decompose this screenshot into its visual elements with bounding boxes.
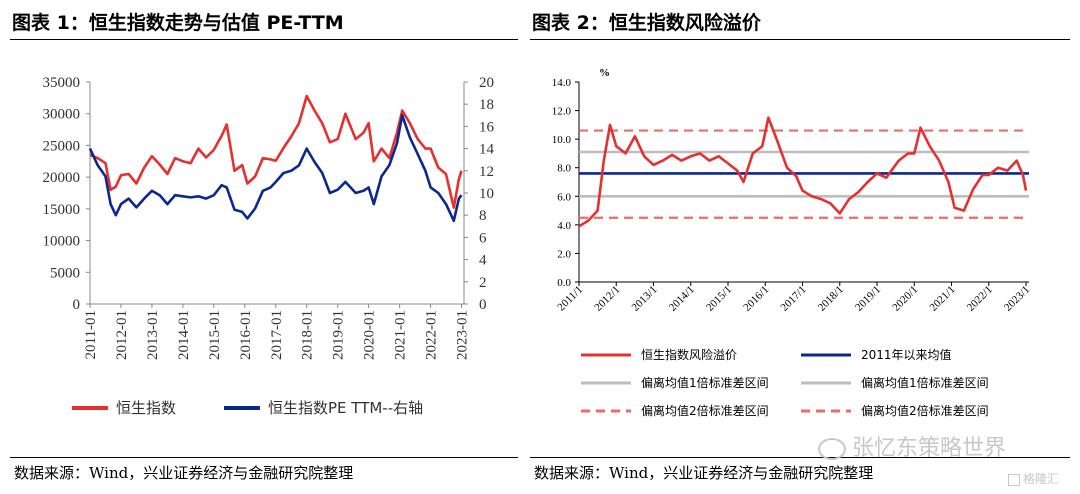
x-tick-label: 2018-01 — [300, 310, 316, 360]
legend-mean-label: 2011年以来均值 — [861, 347, 952, 362]
x-tick-label: 2017-01 — [269, 310, 285, 360]
x-tick-label: 2021-01 — [393, 310, 409, 360]
x-tick-label: 2015-01 — [207, 310, 223, 360]
left-y-tick-label: 25000 — [43, 138, 81, 154]
legend-1sd-b-label: 偏离均值1倍标准差区间 — [861, 375, 989, 390]
legend-label-pe-ttm: 恒生指数PE TTM--右轴 — [268, 399, 423, 417]
y-tick-label: 6.0 — [557, 191, 571, 203]
x-tick-label: 2013-01 — [145, 310, 161, 360]
y-tick-label: 0.0 — [557, 277, 571, 289]
x-tick-label: 2016-01 — [238, 310, 254, 360]
left-y-tick-label: 35000 — [43, 75, 81, 91]
x-tick-label: 2018/1 — [816, 284, 846, 314]
right-y-tick-label: 14 — [479, 142, 495, 158]
left-y-tick-label: 5000 — [50, 265, 80, 281]
wechat-icon — [818, 438, 846, 460]
x-tick-label: 2022-01 — [424, 310, 440, 360]
legend-2sd-b-label: 偏离均值2倍标准差区间 — [861, 403, 989, 418]
left-y-tick-label: 15000 — [43, 202, 81, 218]
x-tick-label: 2019/1 — [853, 284, 883, 314]
legend-label-hsi: 恒生指数 — [116, 399, 176, 417]
right-y-tick-label: 6 — [479, 230, 487, 246]
right-source: 数据来源：Wind，兴业证券经济与金融研究院整理 — [534, 464, 874, 482]
y-tick-label: 12.0 — [552, 106, 572, 118]
watermark-brand: 张忆东策略世界 — [818, 430, 1006, 462]
x-tick-label: 2014-01 — [176, 310, 192, 360]
left-source-rule — [10, 457, 518, 458]
right-y-tick-label: 8 — [479, 208, 487, 224]
legend-1sd-a-label: 偏离均值1倍标准差区间 — [641, 375, 769, 390]
legend-risk-premium-label: 恒生指数风险溢价 — [641, 347, 737, 362]
y-unit-label: % — [599, 67, 610, 79]
x-tick-label: 2019-01 — [331, 310, 347, 360]
x-tick-label: 2012/1 — [592, 284, 622, 314]
right-y-tick-label: 20 — [479, 75, 494, 91]
right-y-tick-label: 4 — [479, 253, 487, 269]
x-tick-label: 2011-01 — [83, 310, 99, 359]
x-tick-label: 2016/1 — [741, 284, 771, 314]
series-line-risk-premium — [578, 116, 1028, 228]
y-tick-label: 10.0 — [552, 134, 572, 146]
right-chart-title: 图表 2：恒生指数风险溢价 — [532, 12, 761, 34]
right-y-tick-label: 0 — [479, 297, 487, 313]
x-tick-label: 2017/1 — [779, 284, 809, 314]
left-y-tick-label: 30000 — [43, 107, 81, 123]
left-source: 数据来源：Wind，兴业证券经济与金融研究院整理 — [14, 464, 354, 482]
left-y-tick-label: 10000 — [43, 234, 81, 250]
right-y-tick-label: 18 — [479, 97, 494, 113]
logo-icon — [1008, 473, 1020, 486]
x-tick-label: 2012-01 — [114, 310, 130, 360]
right-y-tick-label: 12 — [479, 164, 494, 180]
x-tick-label: 2023/1 — [1002, 284, 1032, 314]
series-line-hsi — [89, 94, 463, 209]
x-tick-label: 2013/1 — [630, 284, 660, 314]
legend-2sd-a-label: 偏离均值2倍标准差区间 — [641, 403, 769, 418]
x-tick-label: 2015/1 — [704, 284, 734, 314]
y-tick-label: 4.0 — [557, 220, 571, 232]
right-y-tick-label: 16 — [479, 119, 495, 135]
x-tick-label: 2021/1 — [928, 284, 958, 314]
watermark-corner: 格隆汇 — [1008, 470, 1059, 487]
x-tick-label: 2023-01 — [455, 310, 471, 360]
left-y-tick-label: 20000 — [43, 170, 81, 186]
left-title-rule — [10, 39, 518, 40]
y-tick-label: 14.0 — [552, 77, 572, 89]
y-tick-label: 8.0 — [557, 163, 571, 175]
y-tick-label: 2.0 — [557, 248, 571, 260]
left-chart-title: 图表 1：恒生指数走势与估值 PE-TTM — [12, 12, 344, 34]
left-y-tick-label: 0 — [73, 297, 81, 313]
right-title-rule — [530, 39, 1070, 40]
left-chart: 0 5000 10000 15000 20000 25000 30000 35000 0 2 4 6 8… — [43, 75, 495, 417]
x-tick-label: 2020/1 — [890, 284, 920, 314]
x-tick-label: 2014/1 — [667, 284, 697, 314]
right-y-tick-label: 10 — [479, 186, 494, 202]
right-source-rule — [530, 457, 1070, 458]
series-line-pe-ttm — [88, 114, 463, 223]
right-y-tick-label: 2 — [479, 275, 487, 291]
x-tick-label: 2022/1 — [965, 284, 995, 314]
x-tick-label: 2020-01 — [362, 310, 378, 360]
